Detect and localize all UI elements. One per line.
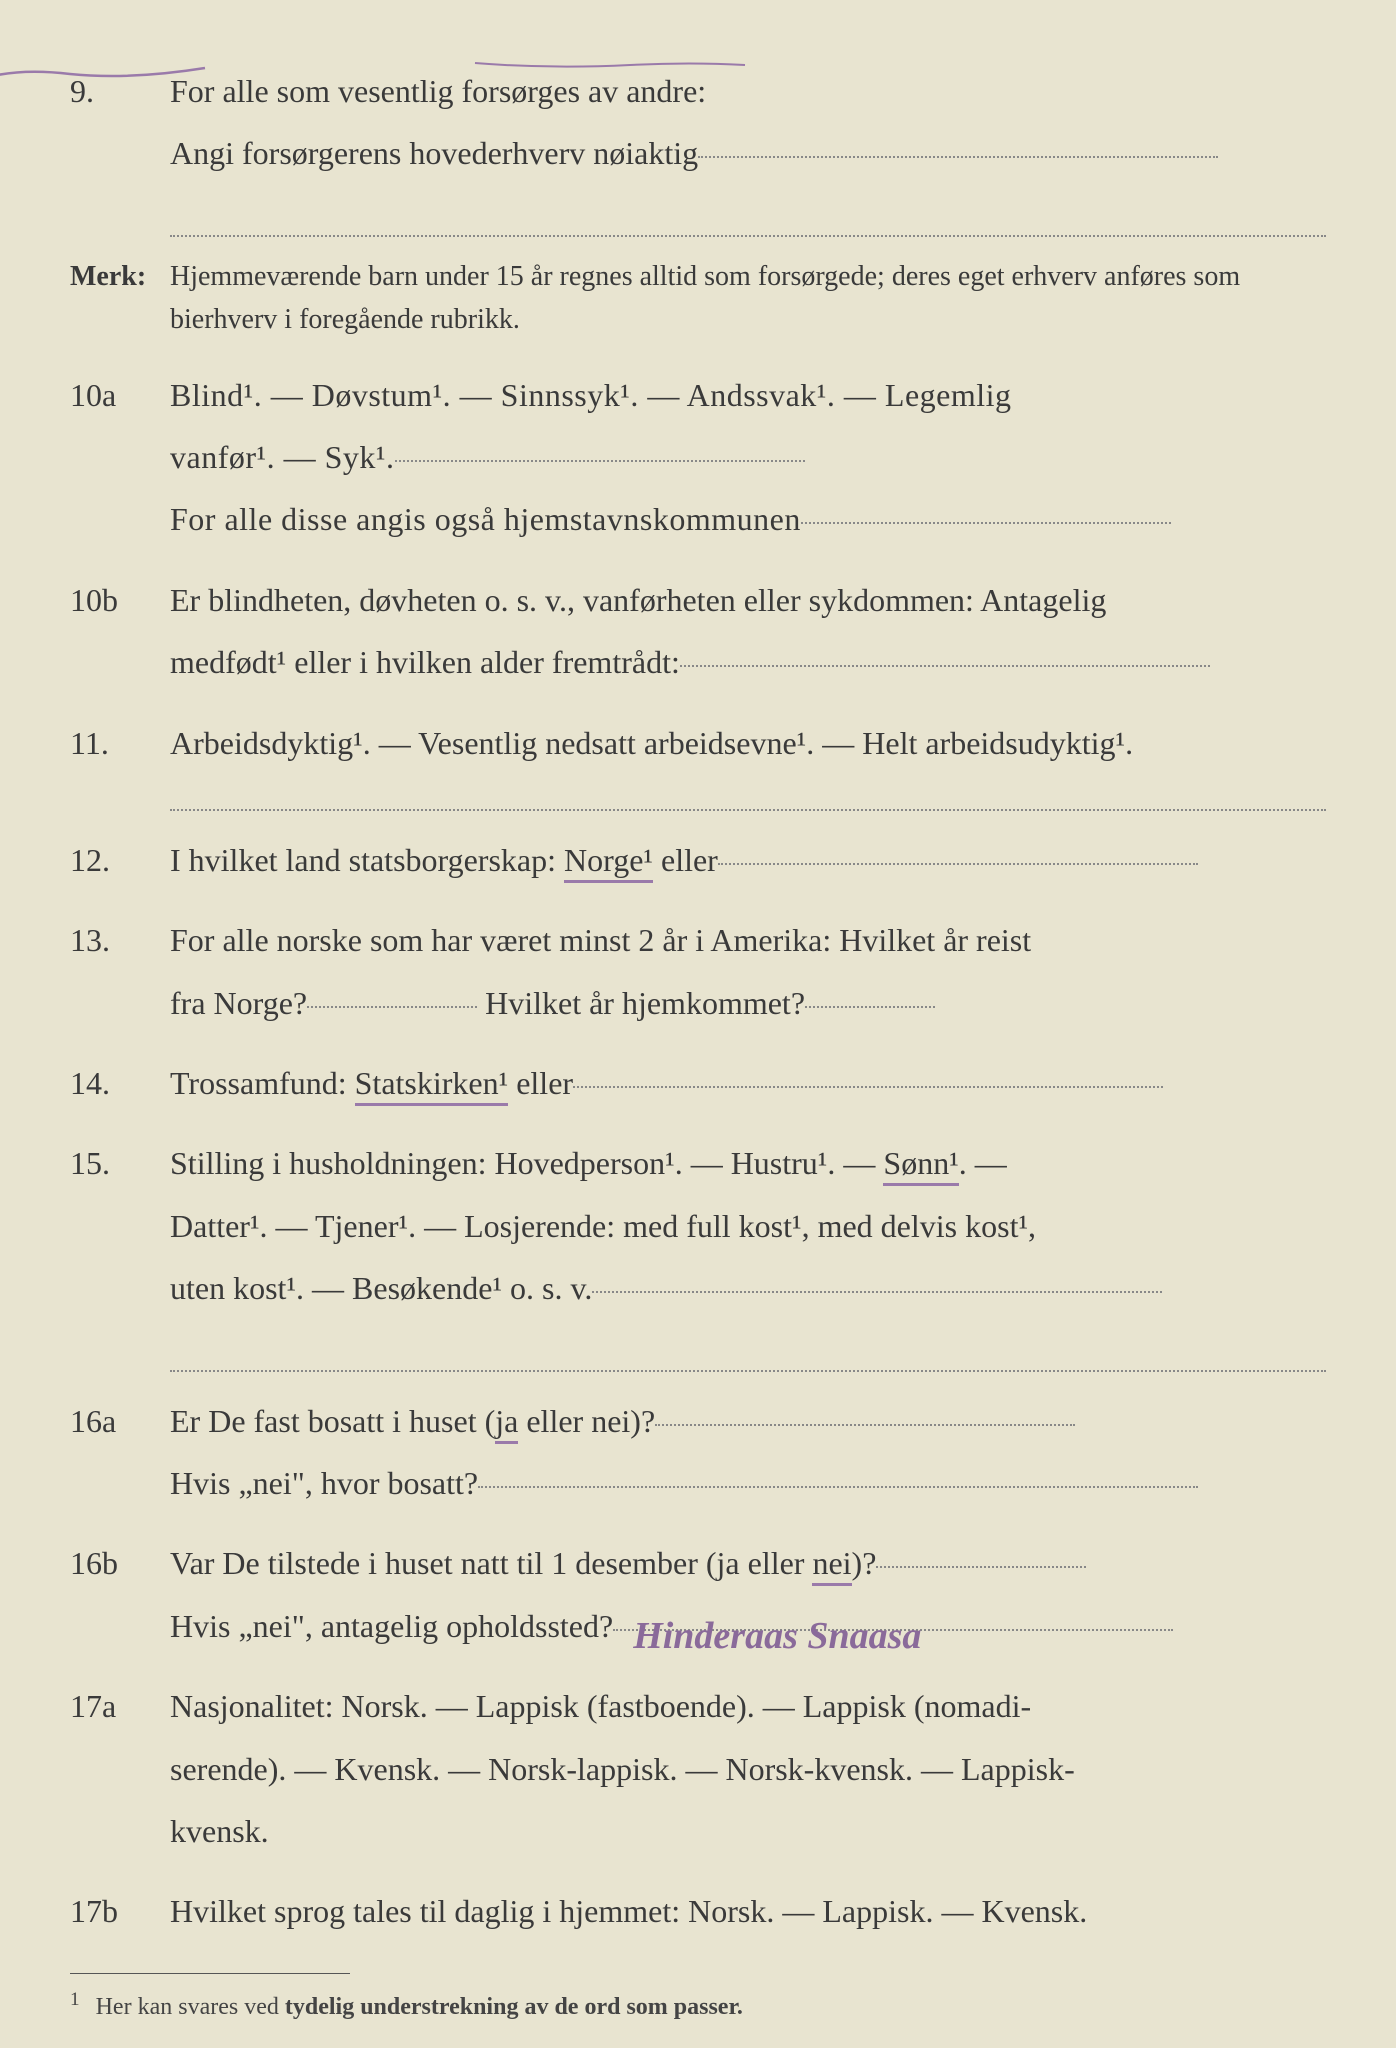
question-10b: 10b Er blindheten, døvheten o. s. v., va…: [70, 569, 1326, 694]
question-14: 14. Trossamfund: Statskirken¹ eller: [70, 1052, 1326, 1114]
question-content: Var De tilstede i huset natt til 1 desem…: [170, 1532, 1326, 1657]
blank-line: [592, 1291, 1162, 1293]
blank-line: [307, 1006, 477, 1008]
footnote-rule: [70, 1973, 350, 1974]
question-number: 17a: [70, 1675, 170, 1862]
question-number: 11.: [70, 712, 170, 774]
blank-line: [680, 665, 1210, 667]
text-line: medfødt¹ eller i hvilken alder fremtrådt…: [170, 631, 1326, 693]
question-number: 10b: [70, 569, 170, 694]
handwritten-answer: Hinderaas Snaasa: [633, 1599, 921, 1673]
underlined-answer: Statskirken¹: [355, 1065, 509, 1106]
text-line: fra Norge? Hvilket år hjemkommet?: [170, 972, 1326, 1034]
text-line: Hvis „nei", antagelig opholdssted?Hinder…: [170, 1595, 1326, 1657]
text-line: Er blindheten, døvheten o. s. v., vanfør…: [170, 569, 1326, 631]
footnote: 1 Her kan svares ved tydelig understrekn…: [70, 1989, 1326, 2021]
footnote-number: 1: [70, 1989, 80, 2010]
question-number: 10a: [70, 364, 170, 551]
question-17a: 17a Nasjonalitet: Norsk. — Lappisk (fast…: [70, 1675, 1326, 1862]
question-13: 13. For alle norske som har været minst …: [70, 909, 1326, 1034]
question-16b: 16b Var De tilstede i huset natt til 1 d…: [70, 1532, 1326, 1657]
text-line: Er De fast bosatt i huset (ja eller nei)…: [170, 1390, 1326, 1452]
blank-line: [655, 1424, 1075, 1426]
text-line: Nasjonalitet: Norsk. — Lappisk (fastboen…: [170, 1675, 1326, 1737]
question-content: Nasjonalitet: Norsk. — Lappisk (fastboen…: [170, 1675, 1326, 1862]
text-line: uten kost¹. — Besøkende¹ o. s. v.: [170, 1257, 1326, 1319]
blank-line: [801, 522, 1171, 524]
question-content: Trossamfund: Statskirken¹ eller: [170, 1052, 1326, 1114]
blank-line: [718, 863, 1198, 865]
text-line: For alle norske som har været minst 2 år…: [170, 909, 1326, 971]
note-merk: Merk: Hjemmeværende barn under 15 år reg…: [70, 255, 1326, 342]
question-17b: 17b Hvilket sprog tales til daglig i hje…: [70, 1880, 1326, 1942]
question-content: Arbeidsdyktig¹. — Vesentlig nedsatt arbe…: [170, 712, 1326, 774]
blank-line-full: [170, 235, 1326, 237]
text-line: Var De tilstede i huset natt til 1 desem…: [170, 1532, 1326, 1594]
question-content: Stilling i husholdningen: Hovedperson¹. …: [170, 1132, 1326, 1319]
question-12: 12. I hvilket land statsborgerskap: Norg…: [70, 829, 1326, 891]
blank-line: [573, 1086, 1163, 1088]
question-11: 11. Arbeidsdyktig¹. — Vesentlig nedsatt …: [70, 712, 1326, 774]
text-line: Hvis „nei", hvor bosatt?: [170, 1452, 1326, 1514]
question-number: 17b: [70, 1880, 170, 1942]
question-9: 9. For alle som vesentlig forsørges av a…: [70, 60, 1326, 185]
question-content: Blind¹. — Døvstum¹. — Sinnssyk¹. — Andss…: [170, 364, 1326, 551]
blank-line: [395, 460, 805, 462]
pencil-mark-icon: [0, 60, 210, 85]
underlined-answer: nei: [812, 1545, 851, 1586]
question-content: Er De fast bosatt i huset (ja eller nei)…: [170, 1390, 1326, 1515]
text-line: kvensk.: [170, 1800, 1326, 1862]
underlined-answer: ja: [495, 1403, 518, 1444]
text-line: Hvilket sprog tales til daglig i hjemmet…: [170, 1880, 1326, 1942]
text-line: serende). — Kvensk. — Norsk-lappisk. — N…: [170, 1738, 1326, 1800]
blank-line: Hinderaas Snaasa: [613, 1629, 1173, 1631]
blank-line: [876, 1566, 1086, 1568]
question-number: 12.: [70, 829, 170, 891]
blank-line-full: [170, 1370, 1326, 1372]
underlined-answer: Norge¹: [564, 842, 653, 883]
question-number: 15.: [70, 1132, 170, 1319]
question-number: 14.: [70, 1052, 170, 1114]
question-content: Er blindheten, døvheten o. s. v., vanfør…: [170, 569, 1326, 694]
question-content: For alle som vesentlig forsørges av andr…: [170, 60, 1326, 185]
question-number: 13.: [70, 909, 170, 1034]
blank-line: [805, 1006, 935, 1008]
question-15: 15. Stilling i husholdningen: Hovedperso…: [70, 1132, 1326, 1319]
question-16a: 16a Er De fast bosatt i huset (ja eller …: [70, 1390, 1326, 1515]
text-line: Datter¹. — Tjener¹. — Losjerende: med fu…: [170, 1195, 1326, 1257]
merk-label: Merk:: [70, 255, 170, 342]
question-content: For alle norske som har været minst 2 år…: [170, 909, 1326, 1034]
text-line: Arbeidsdyktig¹. — Vesentlig nedsatt arbe…: [170, 712, 1326, 774]
blank-line: [478, 1486, 1198, 1488]
text-line: Stilling i husholdningen: Hovedperson¹. …: [170, 1132, 1326, 1194]
question-content: Hvilket sprog tales til daglig i hjemmet…: [170, 1880, 1326, 1942]
text-line: For alle disse angis også hjemstavnskomm…: [170, 488, 1326, 550]
text-line: vanfør¹. — Syk¹.: [170, 426, 1326, 488]
text-line: Angi forsørgerens hovederhverv nøiaktig: [170, 122, 1326, 184]
question-10a: 10a Blind¹. — Døvstum¹. — Sinnssyk¹. — A…: [70, 364, 1326, 551]
merk-text: Hjemmeværende barn under 15 år regnes al…: [170, 255, 1326, 342]
text-line: Blind¹. — Døvstum¹. — Sinnssyk¹. — Andss…: [170, 364, 1326, 426]
blank-line: [698, 156, 1218, 158]
blank-line-full: [170, 809, 1326, 811]
pencil-mark-icon: [470, 55, 750, 73]
question-content: I hvilket land statsborgerskap: Norge¹ e…: [170, 829, 1326, 891]
question-number: 16a: [70, 1390, 170, 1515]
underlined-answer: Sønn¹: [883, 1145, 958, 1186]
question-number: 16b: [70, 1532, 170, 1657]
